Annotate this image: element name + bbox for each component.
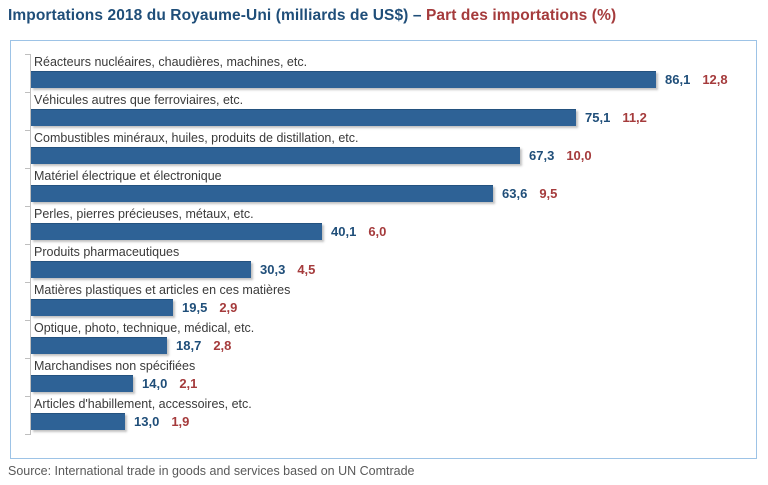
bar-row: Combustibles minéraux, huiles, produits … [31, 130, 750, 168]
source-note: Source: International trade in goods and… [8, 464, 415, 478]
axis-tick [25, 92, 30, 93]
value-label: 14,0 [142, 376, 168, 391]
value-label: 18,7 [176, 338, 202, 353]
share-label: 1,9 [171, 414, 190, 429]
bar-row: Réacteurs nucléaires, chaudières, machin… [31, 54, 750, 92]
chart-plot-area: Réacteurs nucléaires, chaudières, machin… [10, 40, 757, 459]
share-label: 4,5 [297, 262, 316, 277]
bar-row: Optique, photo, technique, médical, etc.… [31, 320, 750, 358]
bar-rows: Réacteurs nucléaires, chaudières, machin… [31, 54, 750, 434]
share-label: 11,2 [622, 110, 647, 125]
category-axis-line [30, 54, 31, 435]
bar-row: Matières plastiques et articles en ces m… [31, 282, 750, 320]
category-label: Combustibles minéraux, huiles, produits … [34, 131, 359, 145]
plot-region: Réacteurs nucléaires, chaudières, machin… [25, 54, 750, 435]
value-label: 40,1 [331, 224, 357, 239]
axis-tick [25, 358, 30, 359]
bar-line: 86,1 12,8 [31, 71, 750, 88]
bar [31, 185, 493, 202]
bar-row: Marchandises non spécifiées 14,0 2,1 [31, 358, 750, 396]
chart-title-blue-segment: Importations 2018 du Royaume-Uni (millia… [8, 7, 426, 24]
bar [31, 147, 520, 164]
share-label: 6,0 [368, 224, 387, 239]
share-label: 10,0 [566, 148, 592, 163]
category-label: Matières plastiques et articles en ces m… [34, 283, 291, 297]
bar [31, 299, 173, 316]
bar-line: 14,0 2,1 [31, 375, 750, 392]
share-label: 2,8 [213, 338, 232, 353]
bar-line: 75,1 11,2 [31, 109, 750, 126]
chart-title-red-segment: Part des importations (%) [425, 7, 617, 24]
category-label: Produits pharmaceutiques [34, 245, 180, 259]
category-label: Matériel électrique et électronique [34, 169, 222, 183]
axis-tick [25, 320, 30, 321]
category-label: Marchandises non spécifiées [34, 359, 196, 373]
axis-tick [25, 282, 30, 283]
bar [31, 223, 322, 240]
bar-row: Articles d'habillement, accessoires, etc… [31, 396, 750, 434]
category-label: Optique, photo, technique, médical, etc. [34, 321, 255, 335]
bar-line: 30,3 4,5 [31, 261, 750, 278]
bar [31, 109, 576, 126]
bar [31, 71, 656, 88]
value-label: 30,3 [260, 262, 286, 277]
value-label: 63,6 [502, 186, 528, 201]
axis-tick [25, 168, 30, 169]
bar-row: Perles, pierres précieuses, métaux, etc.… [31, 206, 750, 244]
chart-title: Importations 2018 du Royaume-Uni (millia… [8, 7, 616, 25]
axis-tick [25, 244, 30, 245]
bar-line: 40,1 6,0 [31, 223, 750, 240]
value-label: 75,1 [585, 110, 611, 125]
category-label: Perles, pierres précieuses, métaux, etc. [34, 207, 254, 221]
bar-line: 18,7 2,8 [31, 337, 750, 354]
category-label: Articles d'habillement, accessoires, etc… [34, 397, 252, 411]
bar [31, 413, 125, 430]
category-label: Réacteurs nucléaires, chaudières, machin… [34, 55, 308, 69]
value-label: 86,1 [665, 72, 691, 87]
share-label: 12,8 [702, 72, 728, 87]
value-label: 19,5 [182, 300, 208, 315]
bar [31, 337, 167, 354]
bar-row: Matériel électrique et électronique 63,6… [31, 168, 750, 206]
axis-tick [25, 434, 30, 435]
bar-line: 63,6 9,5 [31, 185, 750, 202]
axis-tick [25, 206, 30, 207]
category-label: Véhicules autres que ferroviaires, etc. [34, 93, 244, 107]
axis-tick [25, 130, 30, 131]
bar [31, 261, 251, 278]
axis-tick [25, 54, 30, 55]
bar-line: 19,5 2,9 [31, 299, 750, 316]
bar-line: 67,3 10,0 [31, 147, 750, 164]
share-label: 2,1 [179, 376, 198, 391]
value-label: 67,3 [529, 148, 555, 163]
bar-line: 13,0 1,9 [31, 413, 750, 430]
bar-row: Véhicules autres que ferroviaires, etc. … [31, 92, 750, 130]
axis-tick [25, 396, 30, 397]
bar [31, 375, 133, 392]
value-label: 13,0 [134, 414, 160, 429]
bar-row: Produits pharmaceutiques 30,3 4,5 [31, 244, 750, 282]
share-label: 2,9 [219, 300, 238, 315]
share-label: 9,5 [539, 186, 558, 201]
